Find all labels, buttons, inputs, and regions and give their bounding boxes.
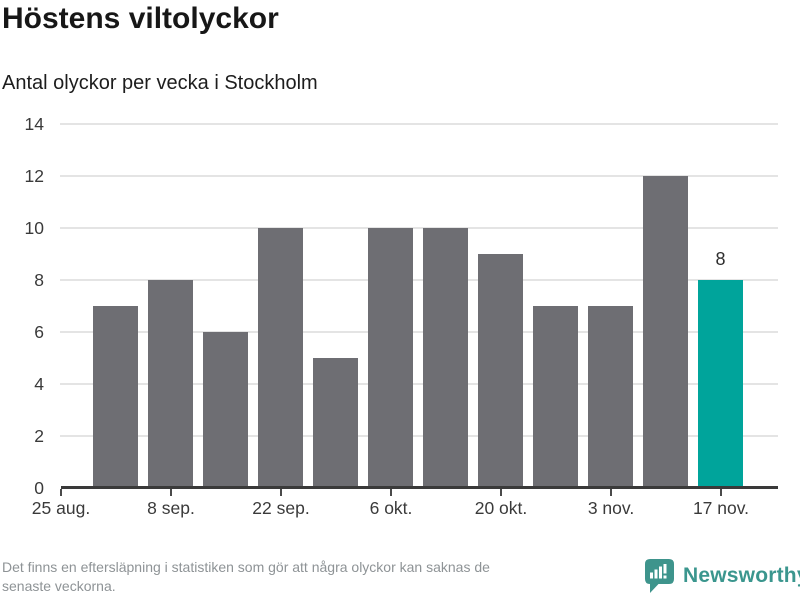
y-axis-label: 8 <box>34 270 44 290</box>
y-axis-label: 0 <box>34 478 44 498</box>
gridline <box>60 331 778 333</box>
x-axis-tick <box>720 489 722 496</box>
x-axis-tick <box>610 489 612 496</box>
chart-footnote: Det finns en eftersläpning i statistiken… <box>2 558 490 596</box>
newsworthy-icon <box>645 559 674 593</box>
y-axis-label: 4 <box>34 374 44 394</box>
x-axis-label: 22 sep. <box>252 498 310 518</box>
x-axis-label: 6 okt. <box>369 498 413 518</box>
y-axis-label: 2 <box>34 426 44 446</box>
bar <box>643 176 688 488</box>
y-axis-label: 6 <box>34 322 44 342</box>
footnote-line-2: senaste veckorna. <box>2 578 116 594</box>
x-axis-label: 25 aug. <box>31 498 91 518</box>
gridline <box>60 435 778 437</box>
x-axis-tick <box>60 489 62 496</box>
y-axis-label: 10 <box>24 218 44 238</box>
x-axis-label: 17 nov. <box>692 498 750 518</box>
bar-highlighted <box>698 280 743 488</box>
footnote-line-1: Det finns en eftersläpning i statistiken… <box>2 559 490 575</box>
bar <box>423 228 468 488</box>
bar <box>148 280 193 488</box>
gridline <box>60 175 778 177</box>
bar <box>258 228 303 488</box>
bar-value-label: 8 <box>715 249 726 269</box>
x-axis-tick <box>280 489 282 496</box>
bar <box>368 228 413 488</box>
x-axis-line <box>61 486 778 489</box>
gridline <box>60 227 778 229</box>
gridline <box>60 279 778 281</box>
chart-subtitle: Antal olyckor per vecka i Stockholm <box>2 72 318 94</box>
newsworthy-logo: Newsworthy <box>645 559 800 594</box>
x-axis-tick <box>170 489 172 496</box>
x-axis-tick <box>390 489 392 496</box>
x-axis-label: 20 okt. <box>474 498 528 518</box>
x-axis-label: 3 nov. <box>587 498 635 518</box>
y-axis-label: 14 <box>24 114 44 134</box>
bar <box>588 306 633 488</box>
chart-title: Höstens viltolyckor <box>2 2 279 35</box>
bar <box>93 306 138 488</box>
bar <box>533 306 578 488</box>
gridline <box>60 383 778 385</box>
bar <box>203 332 248 488</box>
gridline <box>60 123 778 125</box>
x-axis-tick <box>500 489 502 496</box>
newsworthy-wordmark: Newsworthy <box>683 564 800 587</box>
x-axis-label: 8 sep. <box>147 498 195 518</box>
y-axis-label: 12 <box>24 166 44 186</box>
bar <box>313 358 358 488</box>
bar <box>478 254 523 488</box>
